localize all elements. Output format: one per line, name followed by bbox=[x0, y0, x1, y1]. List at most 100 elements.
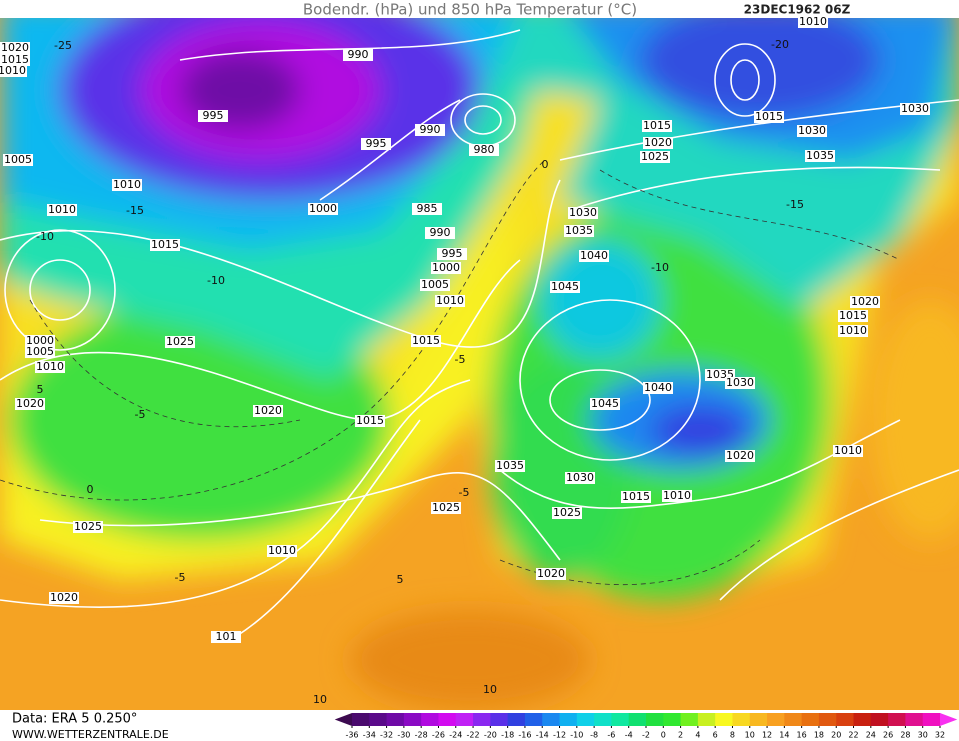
colorbar-swatch bbox=[663, 713, 682, 726]
isobar-label-bg bbox=[431, 502, 461, 514]
colorbar-label: 14 bbox=[779, 731, 789, 740]
colorbar-swatch bbox=[559, 713, 578, 726]
isobar-label-bg bbox=[568, 207, 598, 219]
isobar-label: 990 bbox=[420, 123, 441, 136]
temperature-label: -5 bbox=[135, 408, 146, 421]
colorbar-swatch bbox=[611, 713, 630, 726]
colorbar-swatch bbox=[836, 713, 855, 726]
isobar-label-bg bbox=[536, 568, 566, 580]
isobar-label-bg bbox=[35, 361, 65, 373]
colorbar-swatch bbox=[594, 713, 612, 726]
isobar-label: 1030 bbox=[901, 102, 929, 115]
isobar-label-bg bbox=[725, 377, 755, 389]
colorbar-label: 30 bbox=[918, 731, 928, 740]
isobar-label-bg bbox=[564, 225, 594, 237]
colorbar-label: -10 bbox=[570, 731, 583, 740]
isobar-label-bg bbox=[797, 125, 827, 137]
colorbar-swatch bbox=[853, 713, 872, 726]
colorbar-swatch bbox=[905, 713, 924, 726]
isobar-label: 1030 bbox=[569, 206, 597, 219]
colorbar-label: -26 bbox=[432, 731, 445, 740]
isobar-label-bg bbox=[437, 248, 467, 260]
isobar-label: 990 bbox=[430, 226, 451, 239]
isobar-label: 1015 bbox=[622, 490, 650, 503]
isobar-label-bg bbox=[211, 631, 241, 643]
isobar-label-bg bbox=[198, 110, 228, 122]
isobar-label: 1040 bbox=[580, 249, 608, 262]
colorbar-swatch bbox=[784, 713, 803, 726]
isobar-label-bg bbox=[900, 103, 930, 115]
colorbar-swatch bbox=[680, 713, 699, 726]
isobar-label: 1015 bbox=[839, 309, 867, 322]
isobar-label-bg bbox=[621, 491, 651, 503]
temperature-label: -25 bbox=[54, 39, 72, 52]
isobar-label: 1020 bbox=[1, 41, 29, 54]
colorbar-label: 20 bbox=[831, 731, 841, 740]
isobar-label-bg bbox=[640, 151, 670, 163]
isobar-label: 1045 bbox=[551, 280, 579, 293]
temperature-label: -5 bbox=[455, 353, 466, 366]
isobar-label: 1010 bbox=[268, 544, 296, 557]
colorbar-label: -8 bbox=[590, 731, 598, 740]
temperature-label: -10 bbox=[207, 274, 225, 287]
isobar-label: 1010 bbox=[839, 324, 867, 337]
isobar-label: 1025 bbox=[553, 506, 581, 519]
colorbar-swatch bbox=[628, 713, 647, 726]
isobar-label-bg bbox=[552, 507, 582, 519]
temperature-label: -10 bbox=[651, 261, 669, 274]
colorbar-label: -2 bbox=[642, 731, 650, 740]
isobar-label-bg bbox=[355, 415, 385, 427]
isobar-label-bg bbox=[435, 295, 465, 307]
isobar-label: 1015 bbox=[1, 53, 29, 66]
isobar-label-bg bbox=[0, 42, 30, 54]
isobar-label-bg bbox=[642, 120, 672, 132]
temperature-label: 0 bbox=[87, 483, 94, 496]
isobar-label-bg bbox=[838, 325, 868, 337]
colorbar-swatch bbox=[352, 713, 370, 726]
isobar-label-bg bbox=[833, 445, 863, 457]
isobar-label: 1005 bbox=[421, 278, 449, 291]
colorbar-swatch bbox=[767, 713, 785, 726]
isobar-label-bg bbox=[725, 450, 755, 462]
colorbar-label: -34 bbox=[363, 731, 376, 740]
colorbar-label: 22 bbox=[848, 731, 858, 740]
isobar-label: 980 bbox=[474, 143, 495, 156]
colorbar-label: -30 bbox=[397, 731, 410, 740]
isobar-label: 1045 bbox=[591, 397, 619, 410]
isobar-label-bg bbox=[0, 54, 30, 66]
temperature-label: -10 bbox=[36, 230, 54, 243]
colorbar-label: 0 bbox=[661, 731, 666, 740]
isobar-label: 1000 bbox=[309, 202, 337, 215]
isobar-label: 1010 bbox=[0, 64, 26, 77]
colorbar-swatch bbox=[403, 713, 422, 726]
colorbar-label: -16 bbox=[518, 731, 531, 740]
isobar-label-bg bbox=[850, 296, 880, 308]
temperature-label: 10 bbox=[483, 683, 497, 696]
isobar-label-bg bbox=[838, 310, 868, 322]
isobar-label-bg bbox=[662, 490, 692, 502]
isobar-label-bg bbox=[73, 521, 103, 533]
colorbar-label: 28 bbox=[900, 731, 910, 740]
temperature-label: -5 bbox=[459, 486, 470, 499]
colorbar-label: -6 bbox=[607, 731, 615, 740]
isobar-label: 1030 bbox=[726, 376, 754, 389]
isobar-label-bg bbox=[420, 279, 450, 291]
isobar-label: 1020 bbox=[537, 567, 565, 580]
isobar-label-bg bbox=[150, 239, 180, 251]
isobar-label-bg bbox=[425, 227, 455, 239]
isobar-label: 1035 bbox=[806, 149, 834, 162]
isobar-label: 995 bbox=[203, 109, 224, 122]
isobar-label-bg bbox=[590, 398, 620, 410]
isobar-label: 1005 bbox=[4, 153, 32, 166]
isobar-label: 1020 bbox=[16, 397, 44, 410]
colorbar-swatch bbox=[870, 713, 889, 726]
isobar-label: 1015 bbox=[356, 414, 384, 427]
isobar-label-bg bbox=[798, 16, 828, 28]
colorbar-swatch bbox=[818, 713, 837, 726]
colorbar-arrow bbox=[940, 713, 958, 726]
isobar-label: 101 bbox=[216, 630, 237, 643]
isobar-label: 1040 bbox=[644, 381, 672, 394]
isobar-label: 1010 bbox=[48, 203, 76, 216]
isobar-label: 1035 bbox=[565, 224, 593, 237]
